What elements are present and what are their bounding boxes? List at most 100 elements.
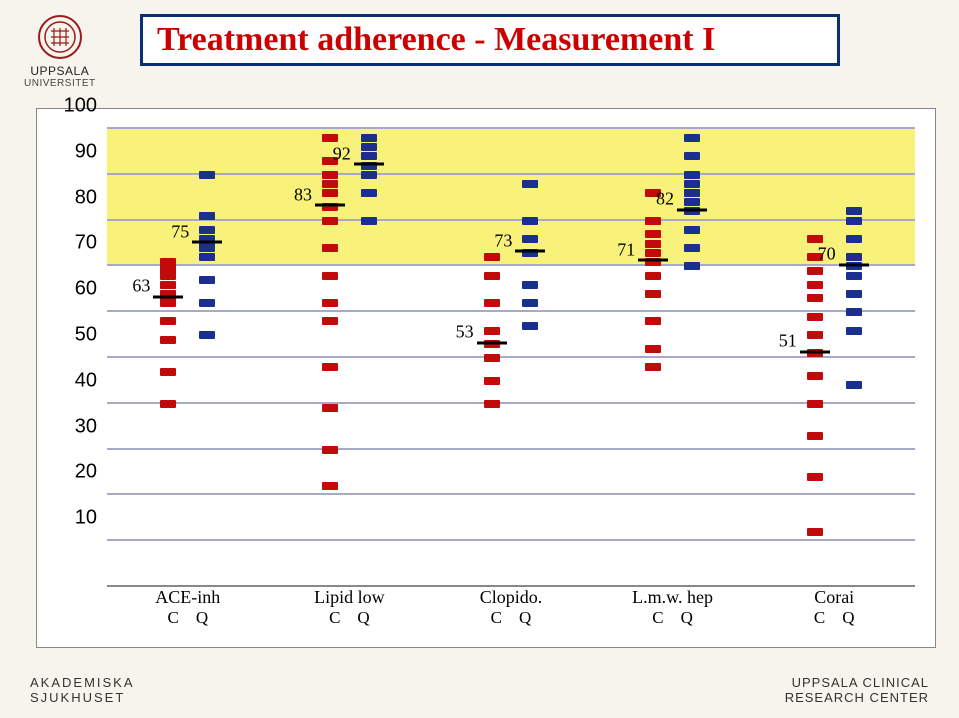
data-point: [807, 281, 823, 289]
data-point: [846, 272, 862, 280]
category-block: ACE-inhC Q6375: [107, 129, 269, 587]
y-tick-label: 70: [75, 232, 107, 255]
data-point: [322, 244, 338, 252]
median-label: 82: [656, 189, 678, 210]
category-block: L.m.w. hepC Q7182: [592, 129, 754, 587]
data-point: [322, 363, 338, 371]
data-point: [645, 217, 661, 225]
category-label: CoraiC Q: [753, 587, 915, 628]
y-tick-label: 40: [75, 369, 107, 392]
data-point: [361, 134, 377, 142]
category-label: Clopido.C Q: [430, 587, 592, 628]
marker-stack-Q: [199, 129, 215, 587]
median-label: 75: [171, 221, 193, 242]
marker-stack-C: [484, 129, 500, 587]
data-point: [846, 327, 862, 335]
data-point: [484, 272, 500, 280]
data-point: [160, 317, 176, 325]
data-point: [322, 180, 338, 188]
slide: UPPSALA UNIVERSITET Treatment adherence …: [0, 0, 959, 718]
data-point: [807, 313, 823, 321]
marker-stack-Q: [684, 129, 700, 587]
marker-stack-C: [322, 129, 338, 587]
data-point: [199, 299, 215, 307]
data-point: [484, 299, 500, 307]
category-block: Clopido.C Q5373: [430, 129, 592, 587]
data-point: [522, 217, 538, 225]
data-point: [361, 217, 377, 225]
median-line: [638, 259, 668, 262]
data-point: [160, 368, 176, 376]
marker-stack-C: [160, 129, 176, 587]
data-point: [807, 528, 823, 536]
data-point: [645, 345, 661, 353]
data-point: [322, 134, 338, 142]
y-tick-label: 10: [75, 507, 107, 530]
data-point: [322, 189, 338, 197]
data-point: [684, 134, 700, 142]
data-point: [645, 240, 661, 248]
data-point: [684, 226, 700, 234]
data-point: [322, 404, 338, 412]
data-point: [522, 235, 538, 243]
data-point: [160, 336, 176, 344]
data-point: [361, 152, 377, 160]
data-point: [322, 272, 338, 280]
data-point: [846, 308, 862, 316]
data-point: [684, 152, 700, 160]
data-point: [645, 230, 661, 238]
seal-icon: [37, 14, 83, 60]
footer-left-line1: AKADEMISKA: [30, 675, 135, 691]
logo-uppsala: UPPSALA UNIVERSITET: [24, 14, 96, 89]
data-point: [484, 253, 500, 261]
category-label: L.m.w. hepC Q: [592, 587, 754, 628]
category-block: CoraiC Q5170: [753, 129, 915, 587]
data-point: [846, 217, 862, 225]
data-point: [322, 299, 338, 307]
median-label: 73: [494, 230, 516, 251]
data-point: [522, 180, 538, 188]
median-line: [192, 241, 222, 244]
y-tick-label: 30: [75, 415, 107, 438]
data-point: [322, 446, 338, 454]
data-point: [807, 331, 823, 339]
data-point: [846, 207, 862, 215]
data-point: [807, 432, 823, 440]
data-point: [484, 400, 500, 408]
median-label: 83: [294, 184, 316, 205]
data-point: [684, 171, 700, 179]
data-point: [522, 299, 538, 307]
data-point: [484, 377, 500, 385]
data-point: [807, 235, 823, 243]
data-point: [199, 171, 215, 179]
data-point: [684, 180, 700, 188]
data-point: [199, 331, 215, 339]
data-point: [322, 171, 338, 179]
median-line: [677, 208, 707, 211]
data-point: [199, 212, 215, 220]
data-point: [361, 171, 377, 179]
marker-stack-Q: [522, 129, 538, 587]
median-line: [515, 250, 545, 253]
marker-stack-Q: [846, 129, 862, 587]
data-point: [199, 253, 215, 261]
data-point: [645, 317, 661, 325]
marker-stack-Q: [361, 129, 377, 587]
median-label: 70: [818, 244, 840, 265]
y-tick-label: 50: [75, 324, 107, 347]
data-point: [160, 258, 176, 266]
data-point: [160, 281, 176, 289]
data-point: [684, 198, 700, 206]
median-line: [477, 341, 507, 344]
median-label: 51: [779, 331, 801, 352]
data-point: [160, 400, 176, 408]
median-line: [354, 163, 384, 166]
plot-area: 102030405060708090100ACE-inhC Q6375Lipid…: [107, 129, 915, 587]
median-line: [800, 350, 830, 353]
footer-right-line2: RESEARCH CENTER: [785, 690, 929, 706]
data-point: [645, 363, 661, 371]
data-point: [846, 253, 862, 261]
median-line: [839, 263, 869, 266]
data-point: [807, 294, 823, 302]
data-point: [322, 217, 338, 225]
